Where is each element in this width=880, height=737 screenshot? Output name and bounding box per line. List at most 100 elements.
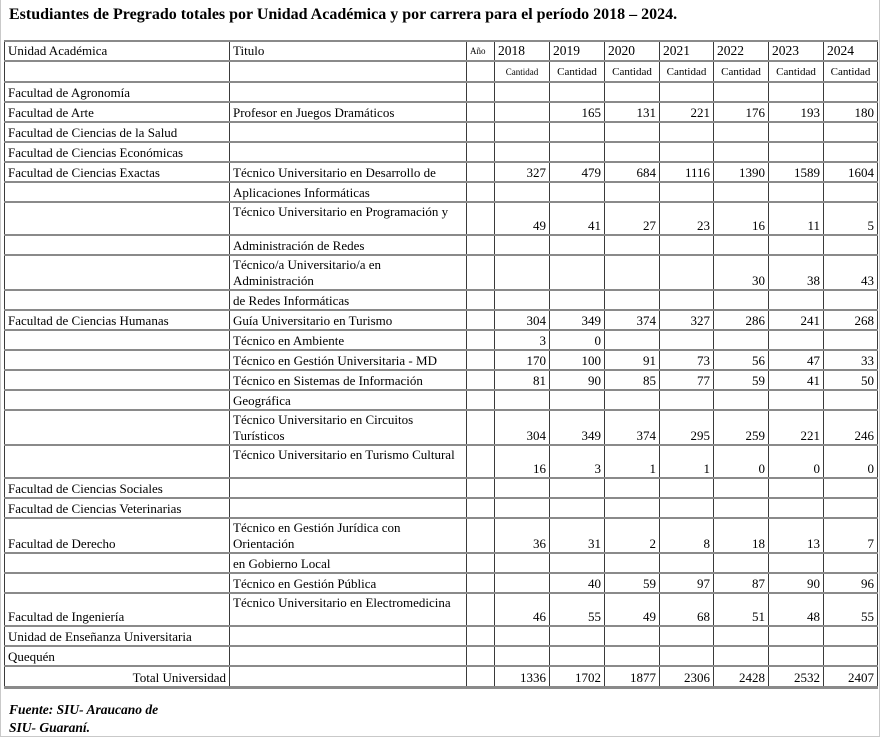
table-header-row: Unidad Académica Titulo Año 2018 2019 20… [4, 40, 878, 62]
anio-cell [466, 121, 495, 143]
value-cell-2020 [604, 329, 660, 351]
year-header-2019: 2019 [549, 40, 605, 62]
total-value-2019: 1702 [549, 665, 605, 688]
value-cell-2019: 31 [549, 517, 605, 554]
value-cell-2019: 3 [549, 444, 605, 479]
anio-cell [466, 409, 495, 446]
table-row: Facultad de Agronomía [4, 81, 878, 103]
table-row: de Redes Informáticas [4, 289, 878, 311]
table-row: Facultad de Ingeniería Técnico Universita… [4, 592, 878, 627]
value-cell-2023 [768, 645, 824, 667]
value-cell-2023: 38 [768, 254, 824, 291]
table-row: Aplicaciones Informáticas [4, 181, 878, 203]
value-cell-2019: 165 [549, 101, 605, 123]
value-cell-2020 [604, 625, 660, 647]
value-cell-2024: 43 [823, 254, 878, 291]
value-cell-2024 [823, 552, 878, 574]
empty-cell [229, 665, 467, 688]
value-cell-2021: 1 [659, 444, 714, 479]
value-cell-2019 [549, 552, 605, 574]
anio-cell [466, 645, 495, 667]
year-header-2024: 2024 [823, 40, 878, 62]
unidad-academica-cell: Quequén [4, 645, 230, 667]
titulo-cell: Profesor en Juegos Dramáticos [229, 101, 467, 123]
value-cell-2022 [713, 645, 769, 667]
table-row: Facultad de Ciencias Sociales [4, 477, 878, 499]
table-row: Técnico en Sistemas de Información 81 90 85… [4, 369, 878, 391]
value-cell-2024: 180 [823, 101, 878, 123]
value-cell-2023 [768, 121, 824, 143]
value-cell-2022 [713, 234, 769, 256]
titulo-cell: Técnico Universitario en Desarrollo de [229, 161, 467, 183]
value-cell-2022: 87 [713, 572, 769, 594]
value-cell-2020: 374 [604, 409, 660, 446]
value-cell-2020 [604, 289, 660, 311]
value-cell-2020: 2 [604, 517, 660, 554]
value-cell-2018: 81 [494, 369, 550, 391]
value-cell-2019 [549, 141, 605, 163]
value-cell-2020 [604, 477, 660, 499]
value-cell-2020 [604, 181, 660, 203]
value-cell-2021: 23 [659, 201, 714, 236]
value-cell-2023: 13 [768, 517, 824, 554]
value-cell-2023 [768, 625, 824, 647]
value-cell-2022 [713, 81, 769, 103]
value-cell-2022 [713, 389, 769, 411]
value-cell-2020 [604, 497, 660, 519]
empty-cell [229, 60, 467, 83]
subheader-cantidad: Cantidad [768, 60, 824, 83]
value-cell-2024 [823, 497, 878, 519]
total-label: Total Universidad [4, 665, 230, 688]
value-cell-2019 [549, 121, 605, 143]
total-value-2021: 2306 [659, 665, 714, 688]
value-cell-2023 [768, 329, 824, 351]
value-cell-2018 [494, 234, 550, 256]
value-cell-2018: 49 [494, 201, 550, 236]
value-cell-2018 [494, 625, 550, 647]
unidad-academica-cell: Facultad de Ciencias Exactas [4, 161, 230, 183]
value-cell-2019 [549, 81, 605, 103]
unidad-academica-cell [4, 254, 230, 291]
value-cell-2018 [494, 497, 550, 519]
value-cell-2024 [823, 625, 878, 647]
value-cell-2018: 16 [494, 444, 550, 479]
total-value-2022: 2428 [713, 665, 769, 688]
value-cell-2018: 3 [494, 329, 550, 351]
value-cell-2022: 176 [713, 101, 769, 123]
value-cell-2024 [823, 329, 878, 351]
value-cell-2019: 90 [549, 369, 605, 391]
table-row: Facultad de Ciencias Veterinarias [4, 497, 878, 519]
anio-cell [466, 101, 495, 123]
anio-cell [466, 625, 495, 647]
value-cell-2024 [823, 234, 878, 256]
value-cell-2019 [549, 389, 605, 411]
table-row: en Gobierno Local [4, 552, 878, 574]
value-cell-2018: 327 [494, 161, 550, 183]
titulo-cell: Administración de Redes [229, 234, 467, 256]
value-cell-2018 [494, 572, 550, 594]
source-note: Fuente: SIU- Araucano de SIU- Guaraní. [9, 701, 879, 737]
value-cell-2023 [768, 234, 824, 256]
value-cell-2022: 56 [713, 349, 769, 371]
table-row: Facultad de Derecho Técnico en Gestión Ju… [4, 517, 878, 554]
value-cell-2020 [604, 645, 660, 667]
value-cell-2022: 1390 [713, 161, 769, 183]
value-cell-2019: 479 [549, 161, 605, 183]
unidad-academica-cell: Facultad de Ingeniería [4, 592, 230, 627]
anio-cell [466, 497, 495, 519]
value-cell-2024: 5 [823, 201, 878, 236]
value-cell-2021 [659, 181, 714, 203]
empty-cell [466, 665, 495, 688]
titulo-cell: Técnico/a Universitario/a en Administrac… [229, 254, 467, 291]
value-cell-2022: 16 [713, 201, 769, 236]
value-cell-2019 [549, 497, 605, 519]
empty-cell [4, 60, 230, 83]
value-cell-2018: 170 [494, 349, 550, 371]
anio-cell [466, 201, 495, 236]
value-cell-2022 [713, 625, 769, 647]
value-cell-2021: 68 [659, 592, 714, 627]
table-row: Técnico Universitario en Programación y 4… [4, 201, 878, 236]
titulo-cell: Técnico en Gestión Jurídica con Orientac… [229, 517, 467, 554]
value-cell-2024: 55 [823, 592, 878, 627]
